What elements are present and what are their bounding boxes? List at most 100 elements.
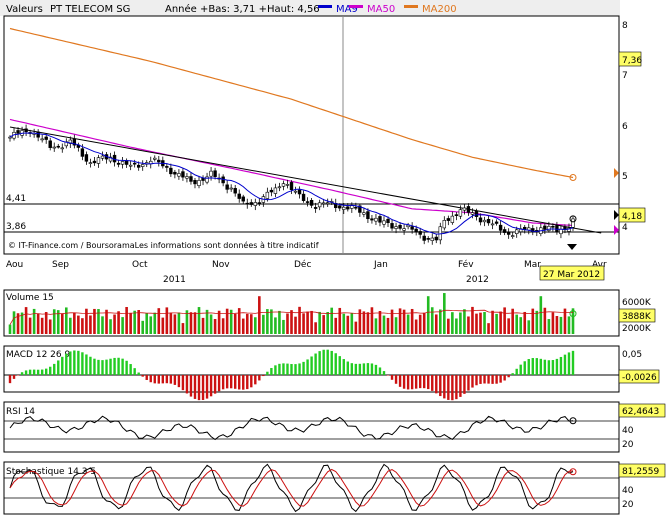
candle-body — [547, 226, 551, 231]
candle — [40, 134, 44, 143]
candle-body — [177, 173, 181, 177]
ma50-legend-swatch — [349, 5, 363, 8]
volume-bar — [390, 309, 394, 334]
macd-bar — [89, 356, 92, 375]
candle — [498, 220, 503, 235]
macd-bar — [69, 351, 72, 375]
candle — [209, 167, 213, 181]
volume-bar — [249, 314, 253, 334]
volume-bar — [306, 311, 309, 334]
candle — [128, 160, 133, 171]
candle — [374, 213, 378, 225]
volume-bar — [270, 309, 273, 334]
volume-bar — [20, 312, 24, 334]
candle-body — [68, 139, 73, 144]
macd-bar — [93, 358, 96, 375]
macd-bar — [567, 352, 571, 375]
volume-bar — [60, 313, 64, 334]
macd-bar — [559, 356, 563, 375]
volume-bar — [197, 307, 201, 334]
volume-bar — [426, 296, 430, 334]
candle-body — [293, 190, 298, 193]
volume-bar — [370, 307, 374, 334]
candle-body — [313, 207, 318, 209]
volume-bar — [282, 319, 285, 334]
candle-body — [559, 228, 563, 235]
macd-bar — [109, 358, 112, 375]
macd-bar — [185, 375, 189, 394]
macd-bar — [133, 368, 136, 375]
volume-bar — [105, 309, 108, 334]
volume-bar — [571, 308, 575, 334]
macd-bar — [254, 375, 257, 385]
candle-body — [88, 162, 93, 164]
candle-body — [422, 235, 426, 241]
badge-736 — [618, 51, 642, 67]
volume-bar — [342, 313, 346, 334]
macd-bar — [12, 375, 16, 379]
candle — [60, 143, 64, 153]
candle-body — [450, 215, 455, 223]
volume-bar — [499, 311, 502, 334]
candle-body — [253, 202, 258, 206]
candle — [426, 236, 430, 243]
macd-bar — [535, 358, 539, 375]
candle-body — [213, 170, 217, 177]
volume-bar — [153, 312, 157, 334]
volume-bar — [483, 312, 486, 334]
macd-bar — [354, 363, 358, 375]
candle-body — [346, 206, 350, 210]
volume-bar — [346, 315, 350, 334]
candle — [454, 212, 459, 221]
volume-bar — [157, 308, 161, 334]
candle — [96, 154, 101, 168]
macd-bar — [145, 375, 148, 380]
candle-body — [281, 183, 286, 187]
rsi-tick-20: 20 — [622, 440, 634, 450]
candle-body — [193, 180, 197, 185]
candle — [241, 194, 245, 205]
volume-bar — [422, 312, 426, 334]
price-tick-5: 5 — [622, 172, 628, 182]
candle-body — [354, 206, 358, 209]
volume-bar — [495, 313, 498, 334]
ma50-legend-label: MA50 — [367, 4, 395, 15]
volume-bar — [52, 309, 56, 334]
candle-body — [36, 131, 40, 138]
candle-body — [406, 224, 410, 228]
candle — [84, 151, 89, 165]
stoch-badge — [618, 463, 666, 478]
macd-bar — [57, 360, 60, 375]
macd-bar — [173, 375, 177, 385]
macd-bar — [242, 375, 245, 390]
macd-bar — [262, 375, 265, 377]
volume-bar — [161, 317, 165, 334]
volume-bar — [266, 309, 269, 334]
candle — [394, 222, 398, 234]
candle-body — [390, 223, 394, 229]
candle-body — [309, 199, 314, 206]
macd-bar — [386, 375, 390, 376]
macd-bar — [24, 370, 28, 375]
candle — [269, 187, 274, 197]
macd-bar — [547, 360, 551, 375]
macd-tick-005: 0,05 — [622, 350, 642, 360]
volume-bar — [358, 309, 362, 334]
candle — [197, 175, 201, 189]
volume-bar — [165, 307, 169, 334]
candle — [237, 189, 241, 203]
candle — [543, 223, 547, 234]
volume-bar — [141, 320, 145, 334]
macd-bar — [410, 375, 414, 390]
candle-body — [181, 171, 185, 178]
volume-bar — [177, 312, 181, 334]
volume-bar — [523, 311, 527, 334]
candle — [446, 215, 451, 226]
macd-bar — [475, 375, 478, 386]
candle — [253, 198, 258, 211]
macd-bar — [65, 353, 68, 375]
macd-bar — [137, 372, 140, 375]
candle — [494, 219, 499, 226]
macd-bar — [225, 375, 229, 389]
candle-body — [301, 193, 306, 201]
